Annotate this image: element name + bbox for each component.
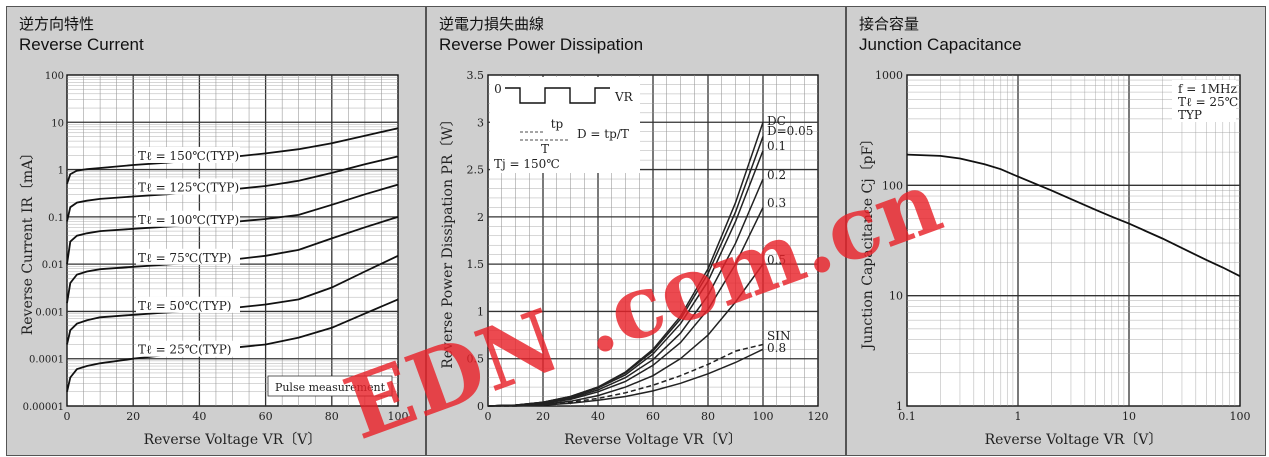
y-tick-label: 0.001	[35, 307, 64, 318]
panel-title-jp: 逆電力損失曲線	[439, 15, 545, 33]
y-tick-label: 2.5	[467, 164, 485, 177]
annotation-text: TYP	[1178, 108, 1202, 122]
x-tick-label: 0.1	[898, 410, 916, 423]
x-tick-label: 80	[701, 410, 715, 423]
x-axis-label: Reverse Voltage VR〔V〕	[144, 432, 322, 448]
x-tick-label: 100	[388, 410, 409, 423]
y-axis-label: Reverse Current IR〔mA〕	[20, 146, 36, 336]
series-label: Tℓ = 75℃(TYP)	[138, 251, 232, 265]
series-line	[488, 348, 764, 407]
panel-title-jp: 接合容量	[859, 15, 920, 33]
inset-label-d: D = tp/T	[577, 127, 629, 141]
inset-label-t: T	[541, 142, 549, 156]
x-tick-label: 20	[536, 410, 550, 423]
x-axis-label: Reverse Voltage VR〔V〕	[564, 432, 742, 448]
x-tick-label: 0	[485, 410, 492, 423]
y-tick-label: 0.0001	[29, 355, 64, 366]
series-line	[488, 343, 764, 407]
y-tick-label: 3	[477, 116, 484, 129]
x-tick-label: 20	[126, 410, 140, 423]
y-tick-label: 1.5	[467, 258, 485, 271]
series-line	[487, 263, 764, 407]
x-tick-label: 100	[753, 410, 774, 423]
plot-area	[906, 74, 1241, 407]
x-tick-label: 80	[325, 410, 339, 423]
series-label-bg	[136, 340, 240, 357]
y-axis-label: Reverse Power Dissipation PR〔W〕	[440, 112, 456, 369]
y-tick-label: 0.1	[48, 213, 64, 224]
series-label: 0.3	[767, 196, 786, 210]
series-label: Tℓ = 125℃(TYP)	[138, 180, 239, 194]
x-tick-label: 40	[591, 410, 605, 423]
y-tick-label: 0.00001	[23, 402, 64, 413]
inset-label-tp: tp	[551, 117, 564, 131]
y-tick-label: 1	[58, 166, 64, 177]
annotation-text: Pulse measurement	[275, 381, 386, 394]
x-tick-label: 60	[259, 410, 273, 423]
series-label: 0.2	[767, 168, 786, 182]
x-tick-label: 10	[1122, 410, 1136, 423]
y-tick-label: 1	[896, 400, 903, 413]
annotation-text: Tℓ = 25℃	[1178, 95, 1238, 109]
series-label: Tℓ = 100℃(TYP)	[138, 213, 239, 227]
y-tick-label: 0	[477, 400, 484, 413]
x-tick-label: 1	[1015, 410, 1022, 423]
x-tick-label: 100	[1230, 410, 1251, 423]
annotation-bg	[1172, 80, 1236, 122]
panel-title-en: Junction Capacitance	[859, 35, 1022, 54]
series-label-bg	[136, 296, 240, 313]
annotation-text: f = 1MHz	[1178, 82, 1237, 96]
annotation-text: Tj = 150℃	[494, 157, 560, 171]
inset-bg	[490, 77, 640, 173]
series-label: DC	[767, 114, 786, 128]
annotation-box	[267, 375, 393, 397]
y-tick-label: 10	[51, 118, 64, 129]
series-label: Tℓ = 50℃(TYP)	[138, 299, 232, 313]
series-label: 0.8	[767, 341, 786, 355]
y-axis-label: Junction Capacitance Cj〔pF〕	[860, 132, 876, 351]
inset-waveform	[505, 87, 610, 104]
x-tick-label: 120	[808, 410, 829, 423]
y-tick-label: 100	[882, 179, 903, 192]
x-tick-label: 0	[64, 410, 71, 423]
y-tick-label: 10	[889, 290, 903, 303]
series-label-bg	[136, 146, 240, 163]
y-tick-label: 100	[45, 71, 64, 82]
series-label-bg	[136, 210, 240, 227]
panel-title-en: Reverse Power Dissipation	[439, 35, 644, 54]
x-tick-label: 60	[646, 410, 660, 423]
y-tick-label: 1	[477, 305, 484, 318]
y-tick-label: 2	[477, 211, 484, 224]
inset-label-vr: VR	[614, 90, 634, 104]
y-tick-label: 1000	[875, 69, 903, 82]
series-label: SIN	[767, 329, 790, 343]
x-tick-label: 40	[192, 410, 206, 423]
series-label: Tℓ = 150℃(TYP)	[138, 149, 239, 163]
y-tick-label: 0.01	[42, 260, 64, 271]
inset-label-zero: 0	[494, 82, 502, 96]
panel-title-en: Reverse Current	[19, 35, 144, 54]
series-label: 0.1	[767, 139, 786, 153]
series-label: 0.5	[767, 253, 786, 267]
series-label-bg	[136, 178, 240, 195]
panel-title-jp: 逆方向特性	[19, 15, 95, 33]
y-tick-label: 0.5	[467, 353, 485, 366]
series-label: Tℓ = 25℃(TYP)	[138, 343, 232, 357]
y-tick-label: 3.5	[467, 69, 485, 82]
series-label-bg	[136, 248, 240, 265]
x-axis-label: Reverse Voltage VR〔V〕	[985, 432, 1163, 448]
series-line	[906, 153, 1241, 278]
series-label: D=0.05	[767, 124, 813, 138]
